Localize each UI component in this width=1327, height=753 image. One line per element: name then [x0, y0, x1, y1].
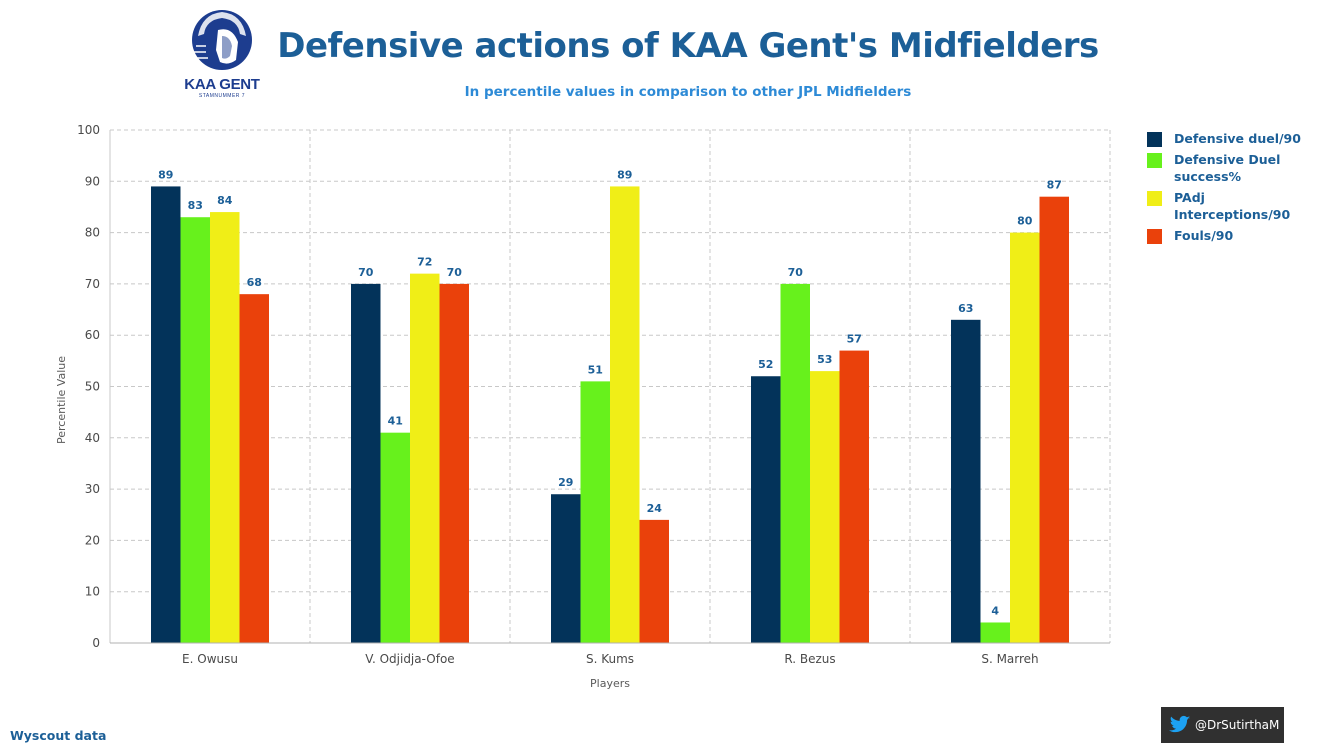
bar[interactable]	[180, 217, 211, 643]
bar-value-label: 72	[417, 256, 432, 269]
bar[interactable]	[151, 186, 181, 643]
bar[interactable]	[551, 494, 581, 643]
legend-label: Defensive Duel success%	[1174, 152, 1281, 184]
bar-value-label: 87	[1047, 179, 1062, 192]
legend-label: Fouls/90	[1174, 228, 1234, 243]
bar-value-label: 89	[158, 168, 173, 181]
bar-value-label: 41	[388, 415, 403, 428]
data-source-label: Wyscout data	[10, 728, 107, 743]
legend-item[interactable]: Fouls/90	[1147, 227, 1322, 244]
bar[interactable]	[380, 432, 411, 643]
kaa-gent-logo	[192, 10, 252, 70]
bar[interactable]	[1010, 232, 1040, 643]
twitter-handle: @DrSutirthaM	[1195, 718, 1280, 732]
y-tick-label: 60	[85, 328, 100, 342]
bar-value-label: 29	[558, 476, 573, 489]
y-tick-label: 50	[85, 380, 100, 394]
bar[interactable]	[610, 186, 640, 643]
bar-value-label: 24	[647, 502, 663, 515]
x-tick-label: E. Owusu	[182, 652, 238, 666]
chart-title: Defensive actions of KAA Gent's Midfield…	[277, 26, 1099, 66]
y-tick-label: 20	[85, 533, 100, 547]
y-tick-label: 30	[85, 482, 100, 496]
x-axis-title: Players	[590, 677, 630, 690]
bar[interactable]	[810, 371, 840, 643]
y-tick-label: 100	[77, 123, 100, 137]
chart-bars	[151, 186, 1069, 643]
bar-value-label: 80	[1017, 215, 1033, 228]
bar-value-label: 70	[358, 266, 374, 279]
bar[interactable]	[980, 622, 1011, 643]
y-axis-title: Percentile Value	[55, 356, 68, 444]
bar[interactable]	[1039, 196, 1070, 643]
x-tick-label: S. Marreh	[981, 652, 1038, 666]
legend-label: PAdj Interceptions/90	[1174, 190, 1291, 222]
chart-legend: Defensive duel/90 Defensive Duel success…	[1147, 130, 1322, 248]
twitter-handle-badge[interactable]: @DrSutirthaM	[1161, 707, 1284, 743]
bar-value-label: 68	[247, 276, 262, 289]
chart-data-labels: 89 83 84 68 70 41 72 70 29 51 89 24 52 70 53 57 63 4 80 87	[158, 168, 1062, 617]
bar-value-label: 83	[188, 199, 203, 212]
bar-value-label: 89	[617, 168, 632, 181]
bar[interactable]	[239, 294, 270, 643]
bar[interactable]	[951, 319, 981, 643]
y-tick-label: 70	[85, 277, 100, 291]
legend-item[interactable]: Defensive Duel success%	[1147, 151, 1322, 185]
bar-value-label: 70	[447, 266, 463, 279]
bar[interactable]	[639, 519, 670, 643]
legend-item[interactable]: PAdj Interceptions/90	[1147, 189, 1322, 223]
legend-item[interactable]: Defensive duel/90	[1147, 130, 1322, 147]
bar-value-label: 70	[788, 266, 804, 279]
x-tick-label: V. Odjidja-Ofoe	[365, 652, 454, 666]
bar-value-label: 53	[817, 353, 832, 366]
legend-label: Defensive duel/90	[1174, 131, 1301, 146]
y-tick-label: 80	[85, 226, 100, 240]
legend-swatch-duel-success	[1147, 153, 1162, 168]
x-tick-label: S. Kums	[586, 652, 634, 666]
y-tick-label: 90	[85, 174, 100, 188]
bar[interactable]	[439, 283, 470, 643]
twitter-bird-icon	[1169, 715, 1191, 733]
logo-subtext: STAMNUMMER 7	[198, 93, 246, 99]
bar-value-label: 63	[958, 302, 973, 315]
chart-axes: 0 10 20 30 40 50 60 70 80 90 100 E. Owusu V. Odjidja…	[77, 123, 1110, 666]
bar-value-label: 4	[991, 604, 999, 617]
bar[interactable]	[410, 273, 440, 643]
bar[interactable]	[580, 381, 611, 643]
y-tick-label: 0	[92, 636, 100, 650]
legend-swatch-interceptions	[1147, 191, 1162, 206]
bar[interactable]	[751, 376, 781, 643]
bar-value-label: 51	[588, 363, 603, 376]
bar[interactable]	[351, 283, 381, 643]
legend-swatch-fouls	[1147, 229, 1162, 244]
legend-swatch-defensive-duel	[1147, 132, 1162, 147]
y-tick-label: 10	[85, 585, 100, 599]
logo-wordmark: KAA GENT	[184, 76, 260, 93]
y-tick-label: 40	[85, 431, 100, 445]
x-tick-label: R. Bezus	[784, 652, 835, 666]
chart-subtitle: In percentile values in comparison to ot…	[464, 84, 912, 100]
bar[interactable]	[210, 212, 240, 643]
bar-value-label: 84	[217, 194, 233, 207]
bar-value-label: 57	[847, 333, 862, 346]
bar[interactable]	[839, 350, 870, 643]
bar[interactable]	[780, 283, 811, 643]
bar-value-label: 52	[758, 358, 773, 371]
